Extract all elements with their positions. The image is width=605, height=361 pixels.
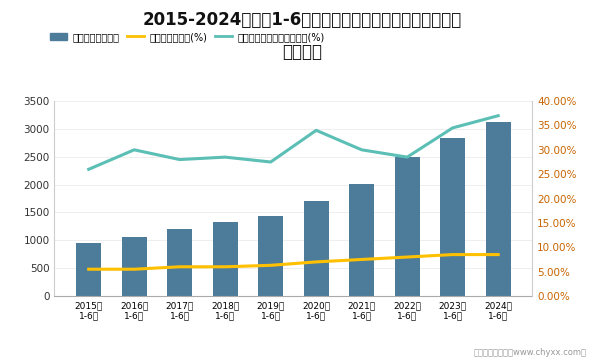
Text: 2015-2024年各年1-6月新疆维吾尔自治区工业企业应收账: 2015-2024年各年1-6月新疆维吾尔自治区工业企业应收账 xyxy=(143,11,462,29)
Bar xyxy=(258,216,283,296)
Bar xyxy=(486,122,511,296)
Legend: 应收账款（亿元）, 应收账款百分比(%), 应收账款占营业收入的比重(%): 应收账款（亿元）, 应收账款百分比(%), 应收账款占营业收入的比重(%) xyxy=(50,32,324,42)
Bar xyxy=(304,201,329,296)
Text: 制图：智研咨询（www.chyxx.com）: 制图：智研咨询（www.chyxx.com） xyxy=(474,348,587,357)
Bar xyxy=(167,229,192,296)
Text: 款统计图: 款统计图 xyxy=(283,43,322,61)
Bar xyxy=(440,138,465,296)
Bar xyxy=(394,157,420,296)
Bar xyxy=(122,237,146,296)
Bar xyxy=(349,184,374,296)
Bar xyxy=(213,222,238,296)
Bar xyxy=(76,243,101,296)
